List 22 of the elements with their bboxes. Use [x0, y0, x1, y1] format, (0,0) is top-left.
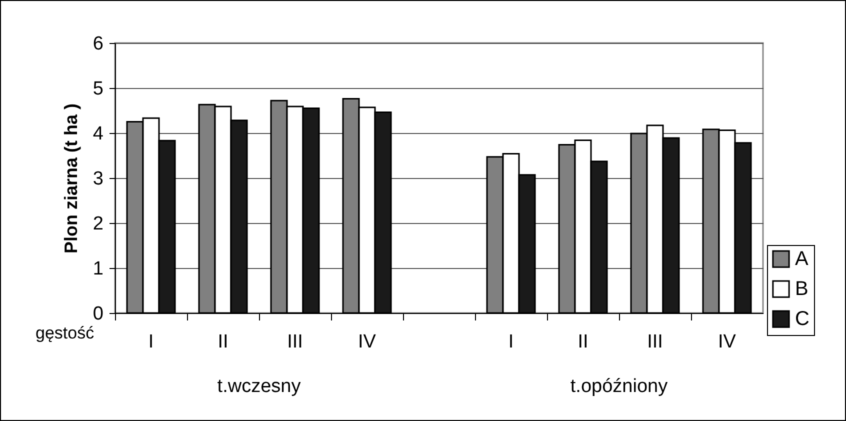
y-tick-label: 6 — [92, 34, 104, 54]
text: t.wczesny — [217, 376, 302, 397]
y-tick-label: 3 — [92, 168, 104, 190]
legend-label: C — [795, 308, 810, 330]
x-tick-label: III — [647, 332, 663, 352]
legend-label: A — [795, 248, 809, 270]
x-tick-label: IV — [718, 332, 736, 352]
y-tick-label: 0 — [92, 304, 104, 324]
y-tick-label: 1 — [92, 258, 104, 280]
y-tick-label: 5 — [92, 78, 104, 100]
y-tick-label: 4 — [92, 124, 104, 144]
x-tick-label: I — [148, 332, 154, 352]
x-axis-title: gęstość — [36, 324, 95, 342]
x-tick-label: I — [508, 332, 514, 352]
x-tick-label: II — [578, 332, 588, 352]
legend-label: B — [795, 278, 808, 300]
x-tick-label: IV — [358, 332, 376, 352]
y-axis-title: Plon ziarna (t ha ) — [60, 103, 81, 254]
x-tick-label: II — [218, 332, 228, 352]
x-tick-label: III — [287, 332, 303, 352]
text: t.opóźniony — [570, 376, 668, 397]
y-tick-label: 2 — [92, 214, 104, 234]
